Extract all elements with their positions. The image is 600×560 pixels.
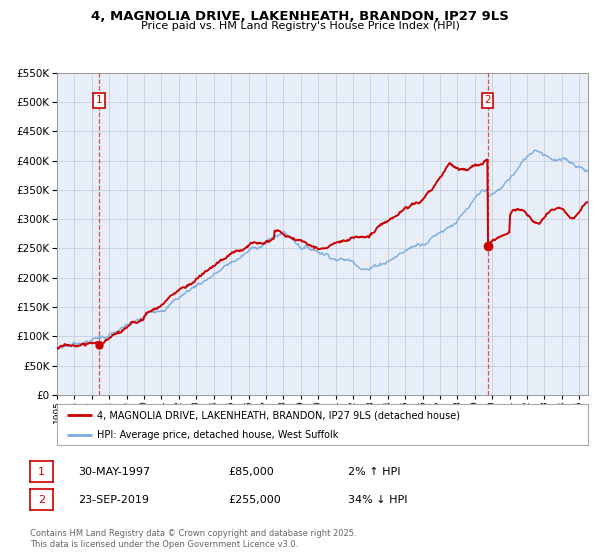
Text: 4, MAGNOLIA DRIVE, LAKENHEATH, BRANDON, IP27 9LS (detached house): 4, MAGNOLIA DRIVE, LAKENHEATH, BRANDON, … (97, 410, 460, 421)
Text: HPI: Average price, detached house, West Suffolk: HPI: Average price, detached house, West… (97, 430, 338, 440)
Text: 23-SEP-2019: 23-SEP-2019 (78, 494, 149, 505)
Text: Contains HM Land Registry data © Crown copyright and database right 2025.
This d: Contains HM Land Registry data © Crown c… (30, 529, 356, 549)
Text: 2: 2 (484, 95, 491, 105)
Text: 1: 1 (38, 466, 45, 477)
Text: £85,000: £85,000 (228, 466, 274, 477)
Text: £255,000: £255,000 (228, 494, 281, 505)
Text: 2: 2 (38, 494, 45, 505)
Text: 2% ↑ HPI: 2% ↑ HPI (348, 466, 401, 477)
Text: 1: 1 (95, 95, 102, 105)
Text: Price paid vs. HM Land Registry's House Price Index (HPI): Price paid vs. HM Land Registry's House … (140, 21, 460, 31)
Text: 4, MAGNOLIA DRIVE, LAKENHEATH, BRANDON, IP27 9LS: 4, MAGNOLIA DRIVE, LAKENHEATH, BRANDON, … (91, 10, 509, 23)
Text: 30-MAY-1997: 30-MAY-1997 (78, 466, 150, 477)
Text: 34% ↓ HPI: 34% ↓ HPI (348, 494, 407, 505)
